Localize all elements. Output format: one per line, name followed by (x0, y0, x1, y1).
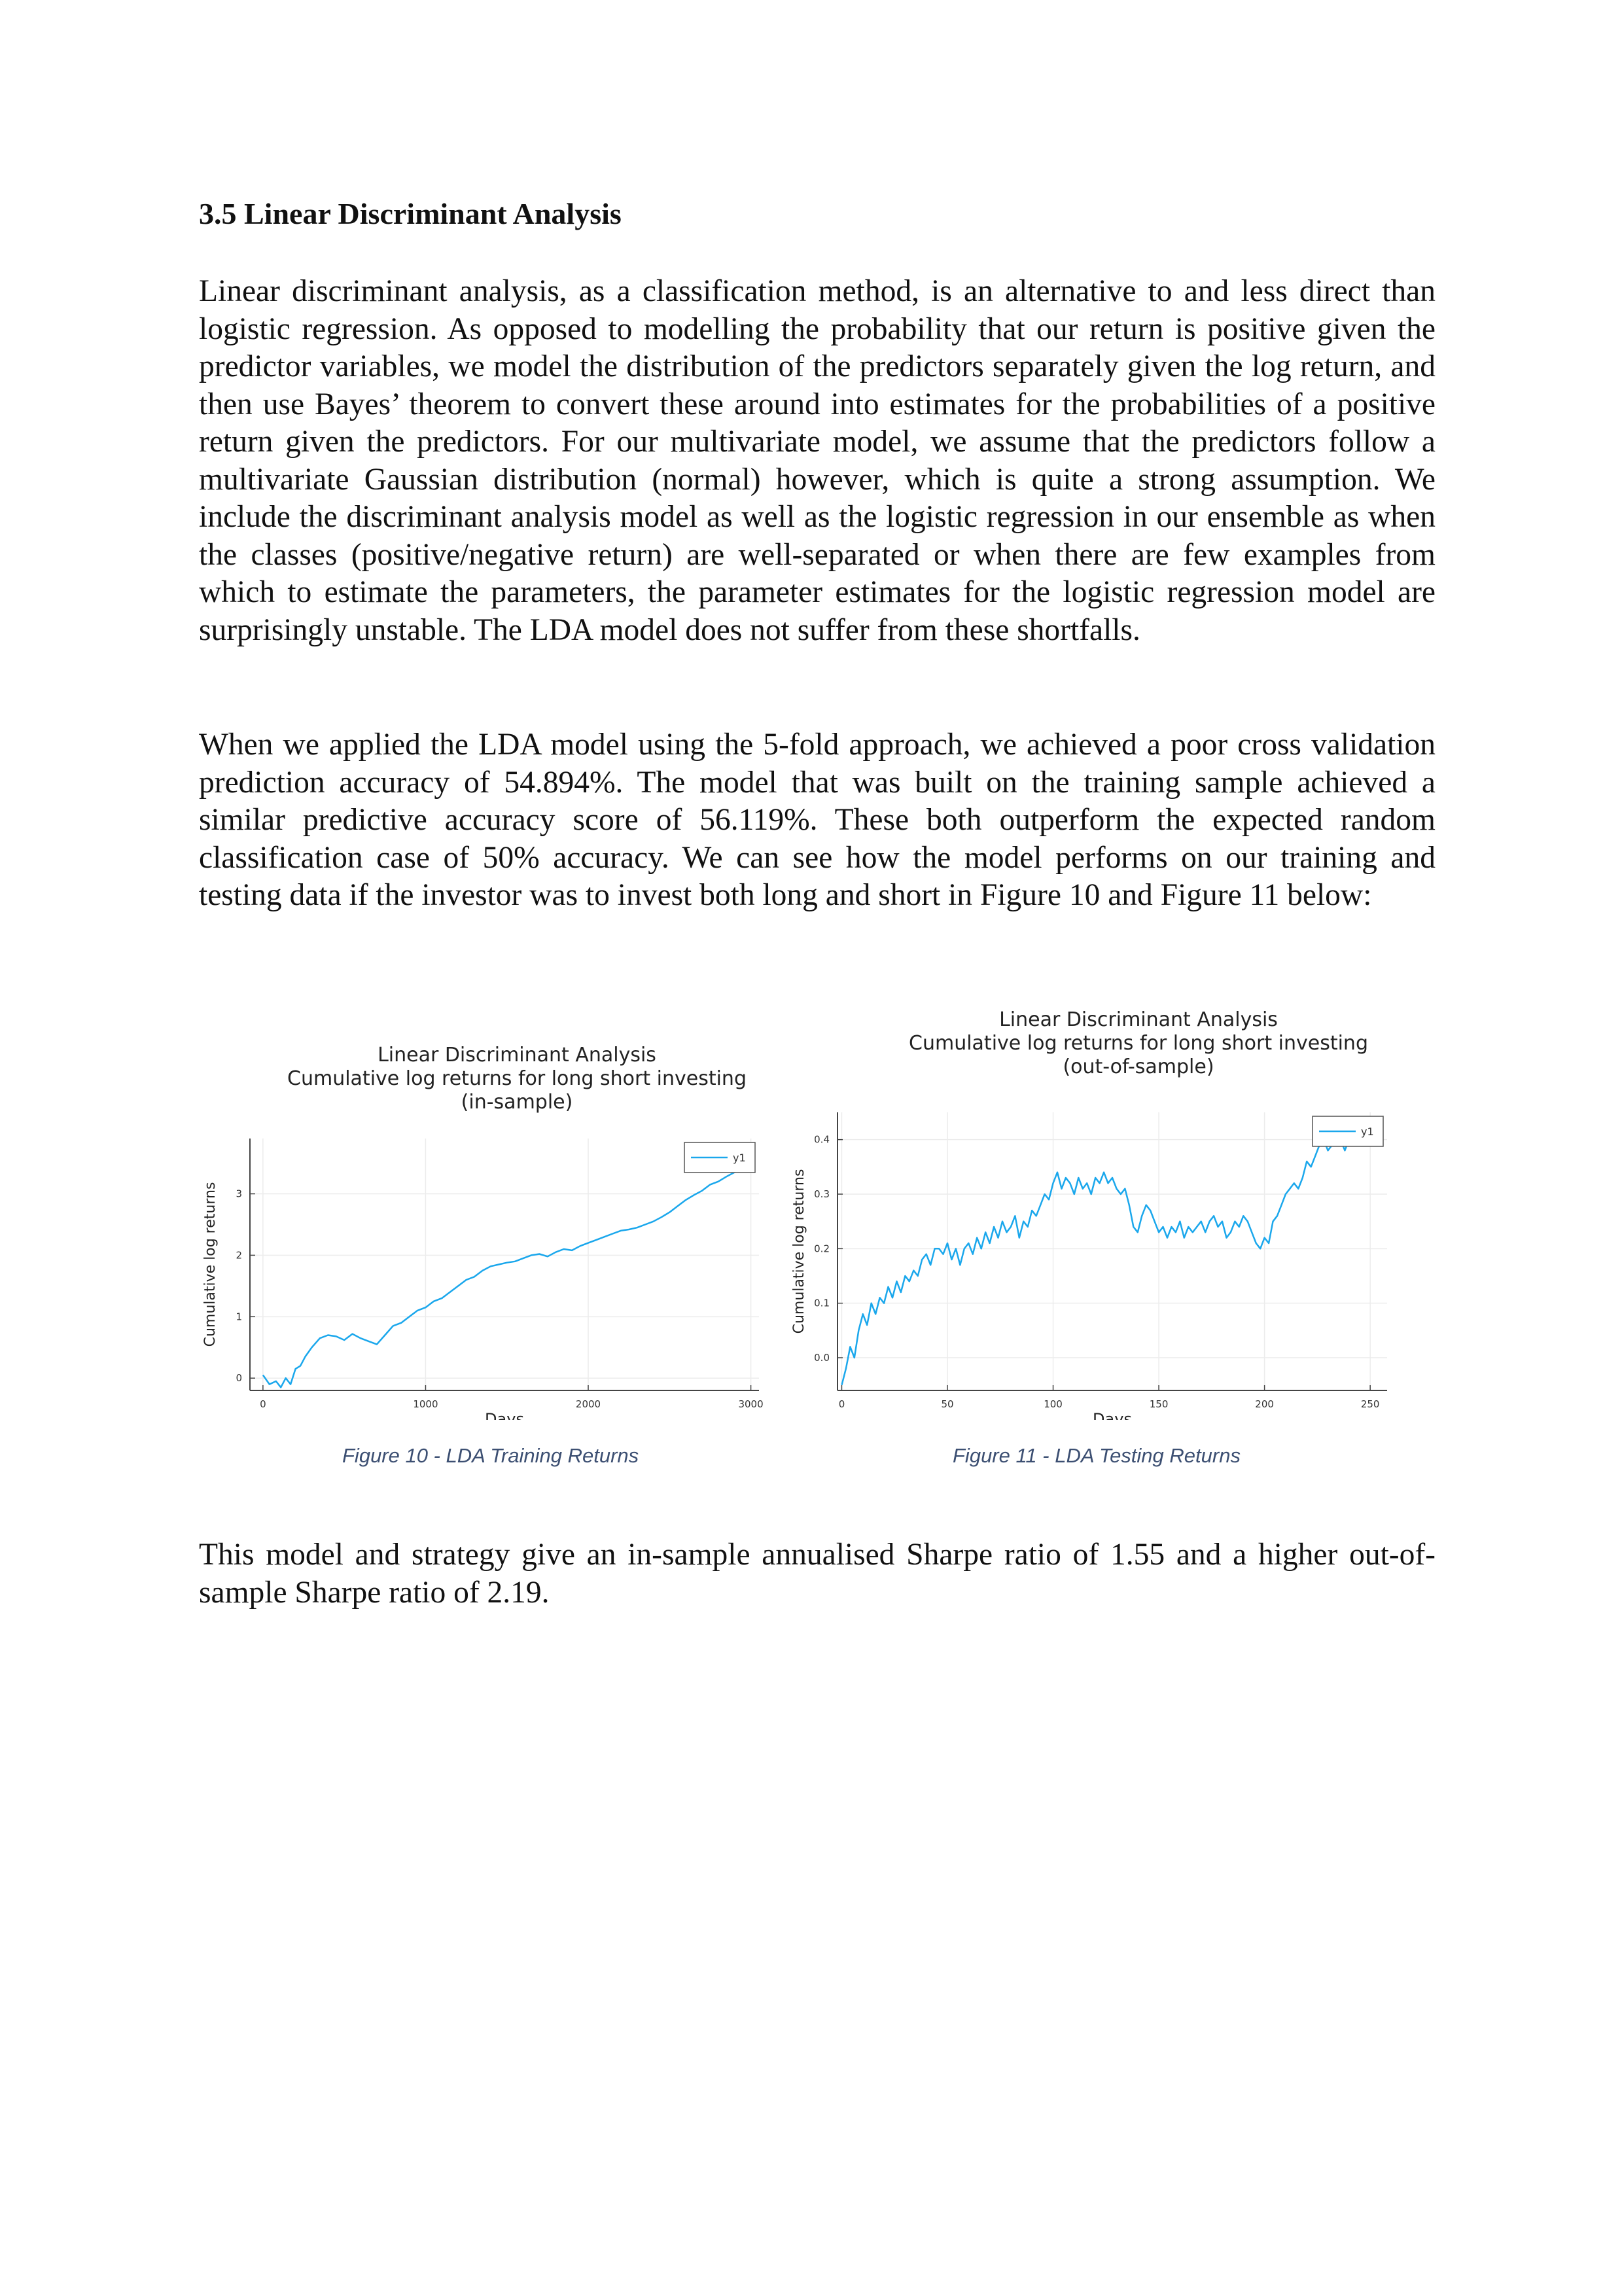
x-tick-label: 150 (1150, 1398, 1169, 1410)
x-tick-label: 0 (260, 1398, 266, 1410)
x-tick-label: 3000 (738, 1398, 763, 1410)
x-tick-label: 50 (941, 1398, 953, 1410)
y-axis-label: Cumulative log returns (202, 1182, 219, 1347)
figure-11-caption: Figure 11 - LDA Testing Returns (953, 1444, 1241, 1467)
x-tick-label: 250 (1361, 1398, 1380, 1410)
y-tick-label: 0.4 (814, 1134, 830, 1146)
y-tick-label: 0.1 (814, 1298, 830, 1309)
section-heading: 3.5 Linear Discriminant Analysis (199, 197, 622, 230)
figure-10-caption: Figure 10 - LDA Training Returns (342, 1444, 639, 1467)
chart-subtitle-sample: (out-of-sample) (1063, 1055, 1214, 1078)
series-line-y1 (262, 1155, 755, 1388)
x-tick-label: 100 (1044, 1398, 1063, 1410)
chart-subtitle: Cumulative log returns for long short in… (909, 1032, 1368, 1055)
legend-label: y1 (733, 1152, 746, 1164)
figure-10-chart: Linear Discriminant Analysis Cumulative l… (196, 995, 785, 1428)
x-axis-label: Days (1093, 1410, 1132, 1420)
chart-subtitle-sample: (in-sample) (461, 1091, 573, 1114)
y-tick-label: 3 (236, 1188, 242, 1200)
paragraph-lda-intro: Linear discriminant analysis, as a class… (199, 274, 1436, 647)
x-tick-label: 2000 (576, 1398, 601, 1410)
y-tick-label: 0.3 (814, 1188, 830, 1200)
x-tick-label: 200 (1255, 1398, 1274, 1410)
legend-label: y1 (1361, 1125, 1374, 1138)
y-axis-label: Cumulative log returns (791, 1169, 807, 1334)
y-tick-label: 0.2 (814, 1243, 830, 1254)
series-line-y1 (841, 1133, 1358, 1386)
paragraph-sharpe-ratio: This model and strategy give an in-sampl… (199, 1538, 1436, 1610)
x-axis-label: Days (485, 1410, 524, 1420)
chart-subtitle: Cumulative log returns for long short in… (287, 1067, 747, 1090)
y-tick-label: 0 (236, 1372, 242, 1384)
y-tick-label: 1 (236, 1311, 242, 1322)
y-tick-label: 0.0 (814, 1352, 830, 1364)
x-tick-label: 0 (839, 1398, 845, 1410)
x-tick-label: 1000 (413, 1398, 438, 1410)
y-tick-label: 2 (236, 1249, 242, 1261)
chart-title: Linear Discriminant Analysis (378, 1044, 656, 1067)
paragraph-lda-results: When we applied the LDA model using the … (199, 728, 1436, 912)
figure-11-chart: Linear Discriminant Analysis Cumulative l… (785, 995, 1413, 1428)
chart-title: Linear Discriminant Analysis (999, 1008, 1278, 1031)
